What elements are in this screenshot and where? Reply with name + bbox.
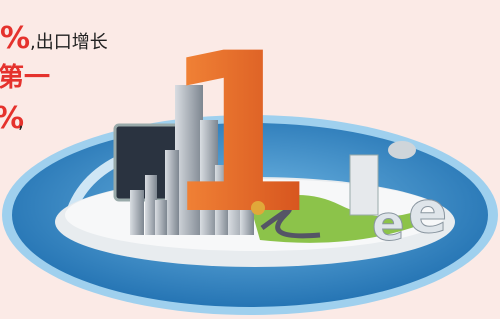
page: 1 e e % ,出口增长 第一 % , (() => { const data… [0,0,500,319]
big-numeral: 1 [161,6,314,262]
letter: e [408,178,447,246]
headline-part: ,出口增长 [30,32,108,53]
headline-part: % [0,21,30,56]
headline-part: , [18,112,24,133]
illustration: 1 e e % ,出口增长 第一 % , [0,0,500,319]
dish [388,141,416,159]
headline-part: 第一 [0,62,50,93]
medal [251,201,265,215]
letter: e [372,196,405,252]
